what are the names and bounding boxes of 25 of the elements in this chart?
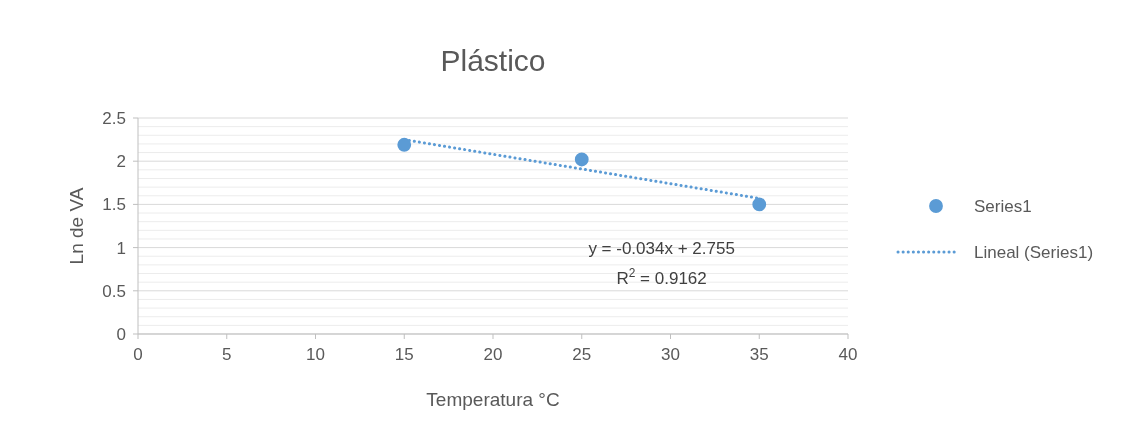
point: [752, 197, 767, 212]
x-tick-label: 20: [483, 345, 503, 364]
x-tick-label: 0: [133, 345, 143, 364]
y-tick-label: 0: [116, 325, 126, 344]
annotation: y = -0.034x + 2.755: [588, 238, 735, 258]
x-tick-label: 25: [572, 345, 592, 364]
x-tick-label: 30: [661, 345, 680, 364]
y-axis-title: Ln de VA: [66, 187, 87, 265]
x-tick-label: 5: [222, 345, 232, 364]
point: [397, 137, 412, 152]
x-tick-label: 10: [306, 345, 325, 364]
y-tick-label: 0.5: [102, 281, 126, 301]
annotation: R$^{2}$ = 0.9162: [616, 265, 707, 288]
x-tick-label: 15: [394, 345, 414, 364]
y-tick-label: 2.5: [102, 109, 126, 128]
point: [574, 152, 589, 167]
x-tick-label: 35: [749, 345, 769, 364]
x-axis-title: Temperatura °C: [426, 389, 560, 410]
y-tick-label: 2: [116, 152, 126, 172]
legend-label: Lineal (Series1): [974, 243, 1094, 262]
x-tick-label: 40: [838, 345, 858, 364]
y-tick-label: 1.5: [102, 195, 126, 215]
legend-label: Series1: [974, 197, 1032, 216]
y-tick-label: 1: [116, 238, 126, 258]
chart-title: Plástico: [440, 44, 546, 77]
